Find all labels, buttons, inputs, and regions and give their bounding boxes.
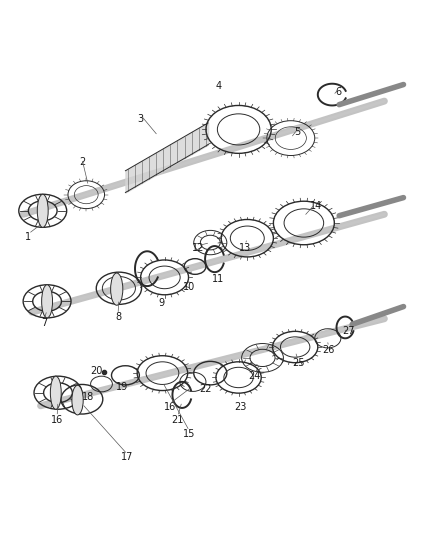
Text: 11: 11 [212,273,224,284]
Text: 13: 13 [239,243,251,253]
Text: 24: 24 [248,371,261,381]
Text: 9: 9 [159,298,165,309]
Text: 6: 6 [336,87,342,98]
Text: 4: 4 [216,81,222,91]
Text: 14: 14 [310,201,322,212]
Text: 1: 1 [25,232,32,243]
Text: 20: 20 [90,366,102,376]
Text: 19: 19 [116,383,128,392]
Text: 27: 27 [343,326,355,336]
Text: 8: 8 [115,312,121,322]
Text: 17: 17 [121,452,134,462]
Text: 5: 5 [294,127,300,138]
Text: 10: 10 [183,282,195,292]
Text: 25: 25 [292,358,304,368]
Ellipse shape [42,285,53,318]
Text: 12: 12 [192,243,204,253]
Text: 23: 23 [235,402,247,411]
Text: 7: 7 [41,318,47,328]
Text: 18: 18 [82,392,95,402]
Text: 3: 3 [138,114,144,124]
Text: 26: 26 [322,345,335,355]
Text: 16: 16 [51,415,63,425]
Text: 2: 2 [79,157,85,167]
Text: 15: 15 [183,429,196,439]
Ellipse shape [50,376,61,409]
Text: 22: 22 [200,384,212,394]
Ellipse shape [72,385,83,415]
Ellipse shape [111,273,123,305]
Ellipse shape [37,194,48,228]
Text: 21: 21 [171,415,184,425]
Text: 16: 16 [164,402,176,411]
